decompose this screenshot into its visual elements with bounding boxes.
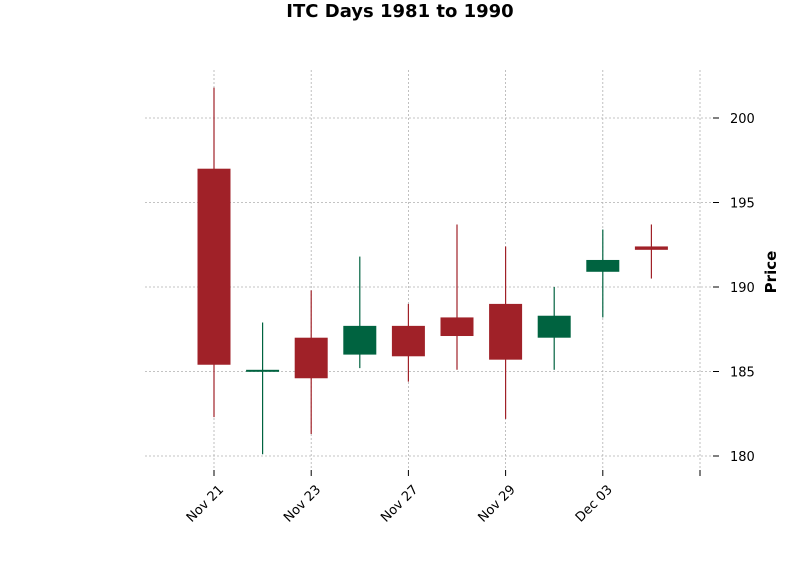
- chart-title: ITC Days 1981 to 1990: [286, 1, 513, 22]
- candle-body: [440, 317, 474, 337]
- candles: [197, 87, 668, 455]
- candle-body: [489, 303, 523, 360]
- y-tick-label: 180: [730, 450, 755, 465]
- y-tick-label: 195: [730, 197, 755, 212]
- x-tick-label: Nov 21: [184, 482, 227, 525]
- candle-body: [343, 325, 377, 355]
- candle-body: [246, 369, 280, 372]
- candle-body: [634, 246, 668, 250]
- x-tick-label: Nov 29: [475, 482, 518, 525]
- y-axis: 180 185 190 195 200: [713, 112, 755, 465]
- candle-body: [537, 315, 571, 338]
- candle-body: [294, 337, 328, 379]
- candle-body: [197, 168, 231, 365]
- y-tick-label: 200: [730, 112, 755, 127]
- y-axis-label: Price: [762, 251, 780, 294]
- x-tick-label: Nov 23: [281, 482, 324, 525]
- y-tick-label: 185: [730, 366, 755, 381]
- x-axis: Nov 21 Nov 23 Nov 27 Nov 29 Dec 03: [184, 470, 701, 526]
- candle-body: [391, 325, 425, 357]
- x-tick-label: Dec 03: [573, 482, 616, 525]
- candle-body: [586, 259, 620, 272]
- x-tick-label: Nov 27: [378, 482, 421, 525]
- y-tick-label: 190: [730, 281, 755, 296]
